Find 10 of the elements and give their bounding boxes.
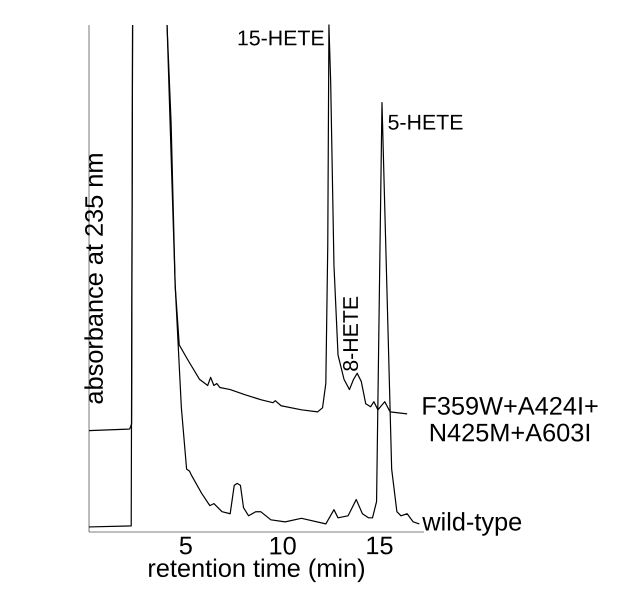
y-axis-title: absorbance at 235 nm bbox=[84, 154, 103, 404]
x-tick-label: 5 bbox=[180, 536, 192, 554]
series-label: wild-type bbox=[422, 512, 522, 536]
annotation: 15-HETE bbox=[238, 30, 324, 46]
series-label: F359W+A424I+ N425M+A603I bbox=[423, 396, 598, 442]
x-tick-label: 10 bbox=[270, 536, 296, 555]
x-tick-label: 15 bbox=[367, 536, 392, 554]
annotation: 5-HETE bbox=[388, 114, 463, 130]
x-axis-title: retention time (min) bbox=[149, 558, 364, 582]
annotation: 8-HETE bbox=[342, 296, 358, 371]
